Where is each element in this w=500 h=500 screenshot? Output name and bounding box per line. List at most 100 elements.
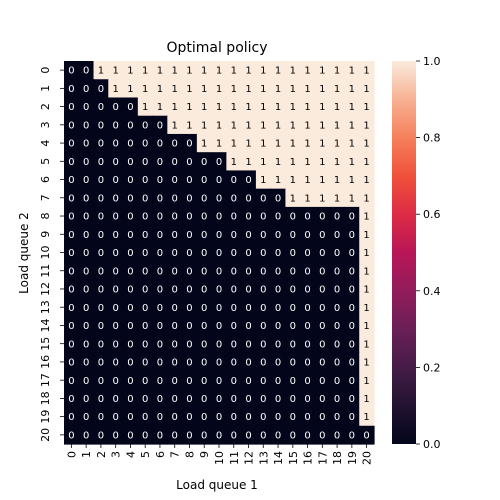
cell-value-label: 0 <box>260 248 266 259</box>
cell-value-label: 0 <box>334 430 340 441</box>
cell-value-label: 0 <box>68 175 74 186</box>
cell-value-label: 0 <box>127 412 133 423</box>
cell-value-label: 0 <box>112 120 118 131</box>
cell-value-label: 0 <box>304 394 310 405</box>
cell-value-label: 0 <box>260 285 266 296</box>
x-tick-label: 9 <box>198 451 211 458</box>
cell-value-label: 0 <box>112 339 118 350</box>
cell-value-label: 0 <box>157 175 163 186</box>
cell-value-label: 0 <box>290 358 296 369</box>
cell-value-label: 1 <box>334 139 340 150</box>
cell-value-label: 0 <box>68 412 74 423</box>
cell-value-label: 1 <box>112 84 118 95</box>
cell-value-label: 0 <box>68 358 74 369</box>
cell-value-label: 0 <box>157 339 163 350</box>
cell-value-label: 0 <box>83 193 89 204</box>
colorbar-tick-label: 0.6 <box>423 208 441 221</box>
cell-value-label: 0 <box>127 139 133 150</box>
cell-value-label: 1 <box>363 266 369 277</box>
cell-value-label: 0 <box>304 358 310 369</box>
cell-value-label: 0 <box>231 285 237 296</box>
cell-value-label: 1 <box>319 120 325 131</box>
cell-value-label: 0 <box>245 266 251 277</box>
x-tick-label: 2 <box>95 451 108 458</box>
cell-value-label: 1 <box>319 139 325 150</box>
cell-value-label: 0 <box>172 212 178 223</box>
cell-value-label: 0 <box>275 412 281 423</box>
cell-value-label: 0 <box>68 102 74 113</box>
cell-value-label: 0 <box>68 394 74 405</box>
cell-value-label: 0 <box>142 358 148 369</box>
cell-value-label: 0 <box>112 212 118 223</box>
cell-value-label: 0 <box>290 230 296 241</box>
cell-value-label: 0 <box>68 120 74 131</box>
cell-value-label: 1 <box>245 66 251 77</box>
x-axis-label: Load queue 1 <box>176 478 258 492</box>
cell-value-label: 1 <box>363 230 369 241</box>
cell-value-label: 0 <box>319 321 325 332</box>
colorbar-tick-label: 1.0 <box>423 55 441 68</box>
cell-value-label: 0 <box>216 412 222 423</box>
cell-value-label: 0 <box>127 157 133 168</box>
cell-value-label: 0 <box>127 321 133 332</box>
cell-value-label: 1 <box>172 66 178 77</box>
cell-value-label: 0 <box>201 339 207 350</box>
cell-value-label: 1 <box>304 120 310 131</box>
cell-value-label: 0 <box>83 230 89 241</box>
cell-value-label: 0 <box>127 248 133 259</box>
cell-value-label: 0 <box>275 230 281 241</box>
cell-value-label: 1 <box>245 157 251 168</box>
cell-value-label: 0 <box>68 193 74 204</box>
cell-value-label: 0 <box>98 120 104 131</box>
cell-value-label: 1 <box>363 394 369 405</box>
cell-value-label: 0 <box>334 321 340 332</box>
cell-value-label: 1 <box>334 157 340 168</box>
cell-value-label: 1 <box>349 193 355 204</box>
cell-value-label: 0 <box>216 285 222 296</box>
cell-value-label: 0 <box>201 376 207 387</box>
cell-value-label: 0 <box>112 248 118 259</box>
cell-value-label: 0 <box>83 248 89 259</box>
cell-value-label: 0 <box>231 321 237 332</box>
cell-value-label: 0 <box>186 157 192 168</box>
cell-value-label: 0 <box>127 102 133 113</box>
cell-value-label: 1 <box>349 157 355 168</box>
cell-value-label: 1 <box>98 66 104 77</box>
cell-value-label: 0 <box>245 358 251 369</box>
cell-value-label: 0 <box>216 394 222 405</box>
cell-value-label: 0 <box>142 376 148 387</box>
y-tick-label: 17 <box>39 373 52 387</box>
cell-value-label: 0 <box>98 248 104 259</box>
cell-value-label: 0 <box>304 376 310 387</box>
cell-value-label: 0 <box>216 339 222 350</box>
cell-value-label: 1 <box>363 66 369 77</box>
cell-value-label: 0 <box>83 175 89 186</box>
cell-value-label: 0 <box>245 175 251 186</box>
cell-value-label: 0 <box>68 66 74 77</box>
cell-value-label: 0 <box>319 212 325 223</box>
y-tick-label: 18 <box>39 391 52 405</box>
cell-value-label: 1 <box>260 84 266 95</box>
cell-value-label: 0 <box>260 412 266 423</box>
cell-value-label: 1 <box>231 139 237 150</box>
cell-value-label: 0 <box>186 430 192 441</box>
cell-value-label: 0 <box>349 230 355 241</box>
y-tick-label: 14 <box>39 318 52 332</box>
cell-value-label: 0 <box>68 157 74 168</box>
cell-value-label: 0 <box>112 394 118 405</box>
cell-value-label: 0 <box>231 193 237 204</box>
cell-value-label: 0 <box>245 285 251 296</box>
cell-value-label: 1 <box>334 84 340 95</box>
cell-value-label: 0 <box>201 358 207 369</box>
cell-value-label: 1 <box>112 66 118 77</box>
cell-value-label: 0 <box>260 321 266 332</box>
cell-value-label: 1 <box>290 102 296 113</box>
cell-value-label: 0 <box>112 139 118 150</box>
x-tick-label: 15 <box>287 451 300 465</box>
cell-value-label: 0 <box>112 266 118 277</box>
cell-value-label: 0 <box>157 285 163 296</box>
cell-value-label: 0 <box>127 175 133 186</box>
cell-value-label: 0 <box>216 430 222 441</box>
cell-value-label: 0 <box>275 321 281 332</box>
y-tick-label: 13 <box>39 300 52 314</box>
